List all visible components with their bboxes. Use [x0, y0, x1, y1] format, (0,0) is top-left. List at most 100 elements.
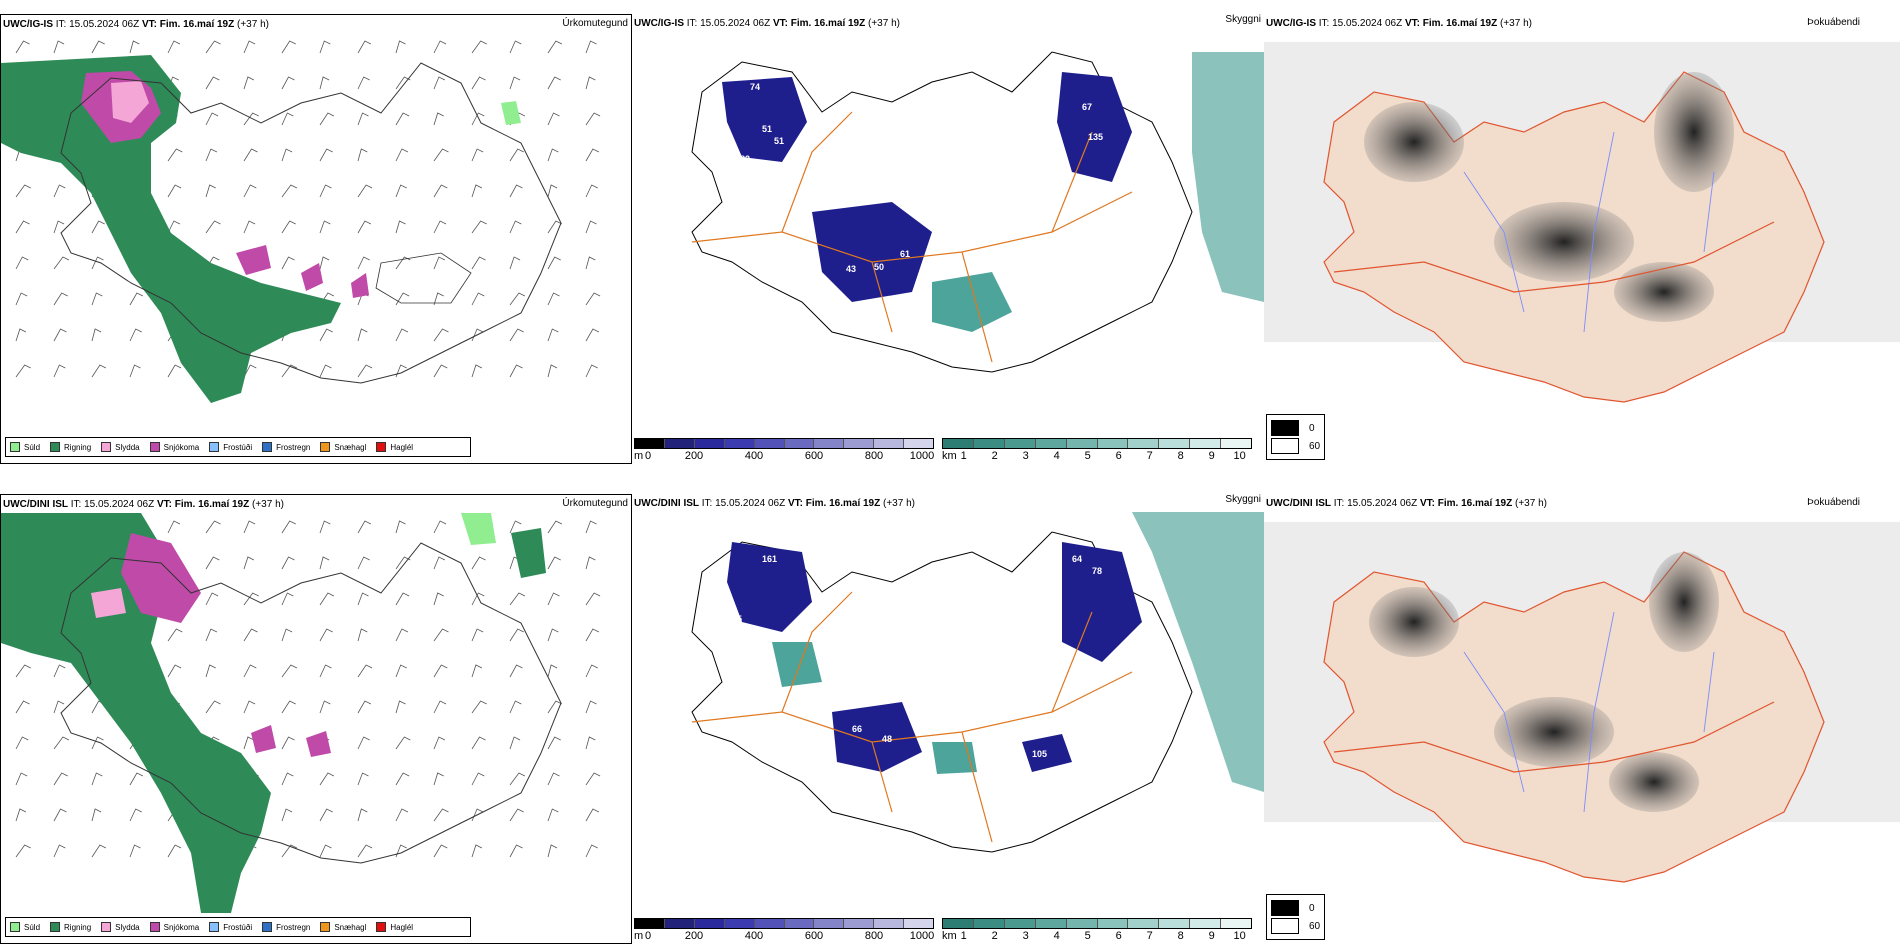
wind-barb [471, 184, 483, 198]
wind-barb [129, 844, 141, 858]
wind-barb [53, 772, 68, 786]
wind-barb [509, 808, 524, 822]
wind-barb [509, 736, 521, 750]
wind-barb [319, 40, 331, 54]
visibility-scale-m: m 0 200 400 600 800 1000 [634, 438, 934, 462]
wind-barb [433, 628, 449, 642]
wind-barb [395, 664, 407, 678]
wind-barb [509, 256, 521, 270]
wind-barb [281, 76, 295, 90]
wind-barb [205, 220, 221, 234]
wind-barb [319, 364, 332, 378]
wind-barb [547, 736, 561, 750]
wind-barb [471, 736, 486, 750]
wind-barb [319, 184, 332, 198]
wind-barb [205, 628, 218, 642]
wind-barb [53, 292, 68, 306]
wind-barb [205, 148, 218, 162]
wind-barb [547, 700, 563, 714]
visibility-panel-bottom: UWC/DINI ISL IT: 15.05.2024 06Z VT: Fim.… [632, 494, 1264, 944]
wind-barb [585, 592, 601, 606]
vis-label: 67 [1082, 102, 1092, 112]
vis-label: 43 [846, 264, 856, 274]
fog-shading [1494, 697, 1614, 767]
wind-barb [547, 256, 561, 270]
wind-barb [547, 772, 560, 786]
wind-barb [243, 592, 259, 606]
panel-variable: Úrkomutegund [562, 18, 628, 29]
wind-barb [585, 772, 601, 786]
sea-fog-east [1192, 52, 1264, 302]
wind-barb [243, 556, 255, 570]
wind-barb [91, 220, 105, 234]
wind-barb [471, 76, 486, 90]
wind-barb [357, 664, 373, 678]
fog-map [1264, 42, 1900, 403]
wind-barb [547, 76, 561, 90]
wind-barb [509, 844, 523, 858]
wind-barb [243, 364, 257, 378]
wind-barb [357, 700, 372, 714]
low-vis-east [1062, 542, 1142, 662]
wind-barb [585, 328, 600, 342]
wind-barb [471, 664, 483, 678]
wind-barb [53, 364, 66, 378]
wind-barb [433, 292, 444, 306]
wind-barb [433, 184, 448, 198]
vis-label: 135 [1088, 132, 1103, 142]
wind-barb [547, 844, 558, 858]
fog-shading [1364, 102, 1464, 182]
wind-barb [319, 844, 332, 858]
swatch [1271, 420, 1299, 436]
wind-barb [357, 184, 373, 198]
glacier-outline [375, 252, 472, 304]
wind-barb [395, 256, 411, 270]
wind-barb [585, 112, 601, 126]
legend-item: Rigning [50, 922, 91, 932]
wind-barb [509, 664, 523, 678]
vis-label: 51 [774, 136, 784, 146]
swatch [10, 442, 20, 452]
wind-barb [509, 220, 522, 234]
visibility-scale-m: m 0 200 400 600 800 1000 [634, 918, 934, 942]
low-vis-westfjords [727, 542, 812, 632]
wind-barb [547, 664, 558, 678]
wind-barb [167, 364, 182, 378]
low-vis-central [812, 202, 932, 302]
wind-barb [433, 76, 446, 90]
wind-barb [585, 256, 596, 270]
fog-shading [1649, 552, 1719, 652]
wind-barb [319, 700, 331, 714]
legend-item: Snjókoma [149, 922, 199, 932]
vis-label: 50 [874, 262, 884, 272]
wind-barb [395, 772, 410, 786]
wind-barb [585, 184, 598, 198]
wind-barb [357, 40, 372, 54]
visibility-labels: 74 51 51 82 43 50 61 125 67 135 [740, 82, 1103, 274]
wind-barb [395, 328, 409, 342]
legend-item: Frostúði [209, 442, 252, 452]
swatch [262, 442, 273, 452]
road-network [691, 111, 1133, 363]
wind-barb [547, 220, 563, 234]
legend-item: Rigning [50, 442, 91, 452]
wind-barb [243, 628, 258, 642]
legend-item: Frostúði [209, 922, 252, 932]
wind-barb [15, 292, 28, 306]
wind-barb [585, 808, 600, 822]
wind-barb [433, 592, 444, 606]
wind-barb [433, 328, 449, 342]
wind-barb [91, 736, 104, 750]
wind-barb [91, 328, 102, 342]
wind-barb [319, 220, 331, 234]
swatch [50, 442, 61, 452]
wind-barb [15, 184, 31, 198]
wind-barb [167, 664, 182, 678]
visibility-scale-km: km 1 2 3 4 5 6 7 8 9 10 [942, 438, 1252, 462]
wind-barb [395, 184, 407, 198]
vis-label: 66 [852, 724, 862, 734]
wind-barb [509, 364, 523, 378]
wind-barb [433, 256, 446, 270]
fog-shading [1609, 752, 1699, 812]
wind-barb [509, 628, 524, 642]
